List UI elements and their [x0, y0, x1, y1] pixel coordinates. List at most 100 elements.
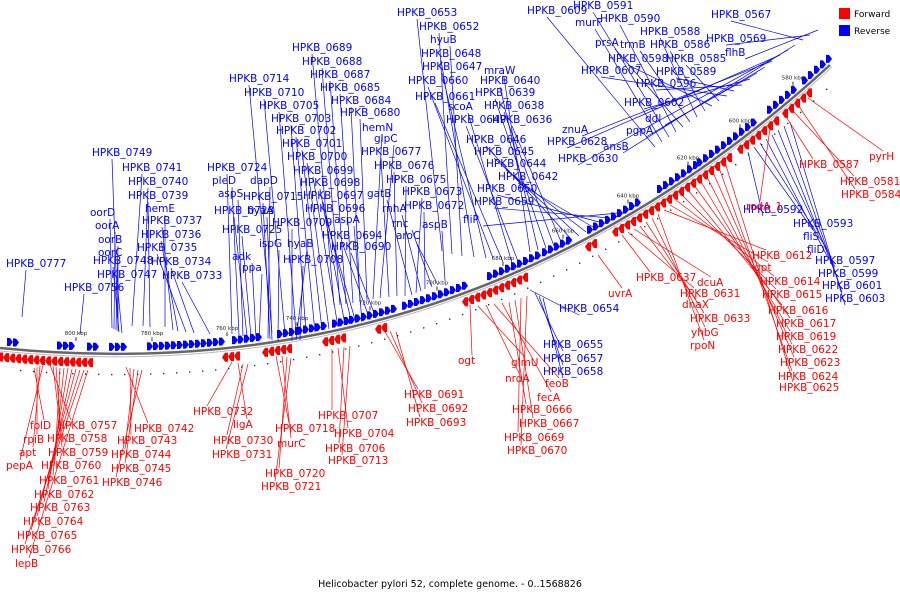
reverse-gene-label: HPKB_0747	[97, 269, 157, 281]
reverse-gene-label: HPKB_0647	[422, 61, 482, 73]
reverse-gene-label: HPKB_0690	[331, 241, 391, 253]
reverse-gene-arrow	[283, 329, 289, 338]
legend-forward-label: Forward	[854, 10, 890, 20]
forward-gene-arrow	[788, 103, 794, 113]
reverse-gene-label: HPKB_0756	[64, 282, 125, 294]
reverse-gene-arrow	[535, 251, 541, 260]
reverse-gene-arrow	[321, 322, 327, 331]
minor-tick	[228, 367, 230, 370]
forward-gene-label: HPKB_0759	[48, 447, 108, 459]
forward-leader-line	[791, 109, 855, 177]
reverse-leader-line	[434, 102, 504, 263]
reverse-leader-line	[290, 124, 307, 334]
reverse-gene-arrow	[808, 71, 814, 80]
forward-gene-label: HPKB_0732	[193, 406, 253, 418]
forward-leader-line	[517, 297, 522, 433]
reverse-gene-arrow	[751, 118, 757, 127]
reverse-gene-label: HPKB_0697	[303, 190, 363, 202]
forward-gene-label: HPKB_0764	[23, 516, 84, 528]
reverse-gene-label: HPKB_0703	[271, 113, 331, 125]
reverse-gene-arrow	[201, 339, 207, 348]
scale-tick-label: 580 kbp	[782, 76, 805, 82]
reverse-leader-line	[427, 86, 494, 259]
forward-leader-line	[125, 366, 149, 424]
forward-leader-line	[639, 225, 697, 300]
reverse-gene-label: HPKB_0710	[244, 87, 304, 99]
forward-gene-label: ligA	[233, 419, 253, 431]
reverse-gene-arrow	[115, 342, 121, 351]
forward-gene-label: lepB	[15, 558, 38, 570]
forward-gene-arrow	[636, 213, 642, 223]
reverse-leader-line	[675, 77, 735, 92]
forward-gene-arrow	[660, 198, 666, 208]
reverse-gene-label: HPKB_0597	[815, 255, 875, 267]
reverse-gene-arrow	[733, 132, 739, 141]
minor-tick	[722, 173, 724, 176]
forward-gene-label: HPKB_0707	[318, 410, 378, 422]
forward-gene-arrow	[51, 356, 57, 366]
forward-gene-arrow	[9, 353, 15, 363]
reverse-gene-label: HPKB_0569	[706, 33, 766, 45]
forward-gene-arrow	[678, 186, 684, 196]
reverse-leader-line	[386, 199, 413, 296]
reverse-gene-arrow	[219, 337, 225, 346]
reverse-gene-label: HPKB_0644	[486, 158, 547, 170]
forward-leader-line	[281, 355, 292, 439]
minor-tick	[202, 370, 204, 372]
scale-ticks: 580 kbp 600 kbp 620 kbp 640 kbp 660 kbp 680 k…	[20, 76, 828, 376]
forward-leader-line	[55, 366, 63, 448]
reverse-leader-line	[465, 125, 520, 265]
forward-gene-label: HPKB_0615	[762, 289, 822, 301]
reverse-gene-label: HPKB_0684	[331, 95, 392, 107]
forward-gene-label: HPKB_0743	[117, 435, 177, 447]
reverse-gene-arrow	[681, 169, 687, 178]
forward-gene-label: HPKB_0765	[17, 530, 77, 542]
reverse-gene-arrow	[391, 304, 397, 313]
reverse-gene-arrow	[165, 341, 171, 350]
forward-leader-line	[383, 329, 419, 390]
reverse-gene-label: rnc	[392, 218, 409, 230]
reverse-leader-line	[441, 230, 446, 282]
reverse-gene-label: HPKB_0688	[302, 56, 362, 68]
reverse-gene-label: HPKB_0723	[214, 205, 274, 217]
reverse-gene-label: oorD	[90, 207, 115, 219]
forward-gene-arrow	[522, 272, 528, 282]
reverse-leader-line	[241, 235, 252, 338]
reverse-gene-arrow	[802, 76, 808, 85]
forward-gene-label: rpoN	[690, 340, 715, 352]
forward-leader-line	[341, 345, 351, 456]
reverse-leader-line	[181, 281, 211, 335]
minor-tick	[189, 371, 191, 373]
reverse-gene-label: HPKB_0639	[475, 87, 535, 99]
forward-leader-line	[115, 369, 143, 478]
minor-tick	[488, 303, 490, 306]
reverse-gene-arrow	[121, 342, 127, 351]
minor-tick	[163, 372, 165, 375]
forward-gene-arrow	[684, 182, 690, 192]
forward-gene-arrow	[767, 121, 773, 131]
reverse-gene-label: oorB	[98, 234, 122, 246]
reverse-leader-line	[619, 24, 677, 133]
forward-leader-line	[687, 189, 783, 306]
forward-leader-line	[30, 369, 81, 531]
forward-gene-arrow	[468, 295, 474, 305]
minor-tick	[215, 369, 217, 371]
forward-gene-label: HPKB_0584	[841, 189, 900, 201]
forward-leader-line	[206, 361, 233, 407]
reverse-leader-line	[311, 53, 335, 306]
forward-gene-label: HPKB_0669	[504, 432, 564, 444]
forward-gene-arrow	[654, 202, 660, 212]
reverse-leader-line	[237, 199, 244, 337]
forward-gene-arrow	[743, 140, 749, 150]
reverse-gene-arrow	[379, 308, 385, 317]
reverse-gene-label: HPKB_0680	[340, 107, 400, 119]
reverse-gene-arrow	[505, 264, 511, 273]
reverse-leader-line	[301, 149, 323, 331]
forward-leader-line	[759, 127, 771, 202]
reverse-leader-line	[156, 253, 187, 333]
forward-gene-arrow	[87, 358, 93, 368]
reverse-leader-line	[517, 182, 594, 228]
reverse-gene-label: HPKB_0652	[419, 21, 479, 33]
forward-gene-arrow	[280, 345, 286, 355]
